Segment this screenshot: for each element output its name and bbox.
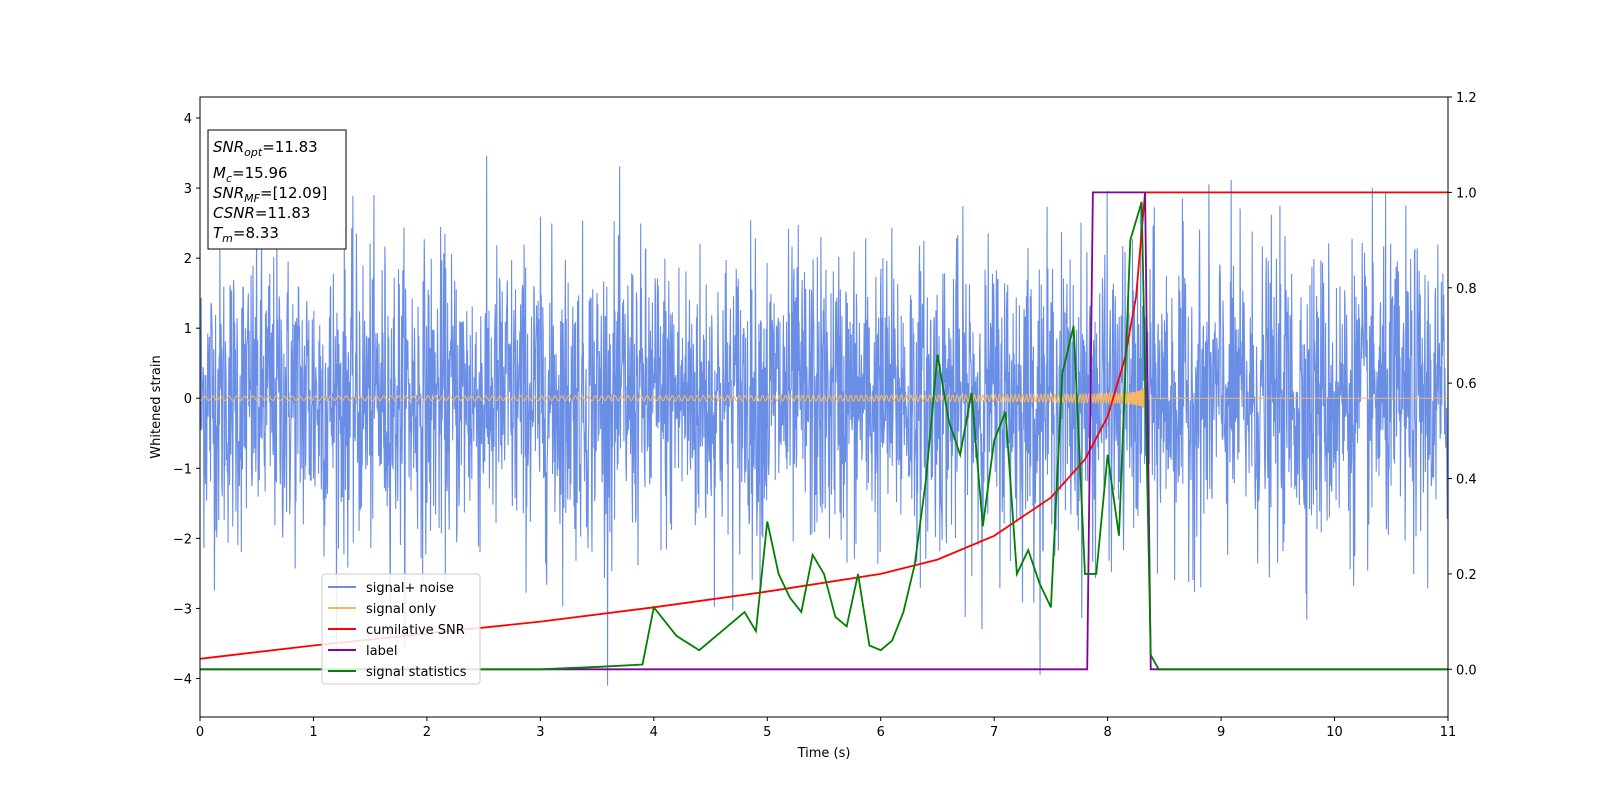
legend-label-csnr: cumilative SNR <box>366 623 465 638</box>
y-axis-left: 4 3 2 1 0 −1 −2 −3 −4 <box>173 112 200 687</box>
y-tick-label-left: 2 <box>184 252 192 267</box>
y-tick-label-left: −1 <box>173 462 192 477</box>
y-tick-label-left: 0 <box>184 392 192 407</box>
info-box: SNRopt=11.83 Mc=15.96 SNRMF=[12.09] CSNR… <box>208 130 346 249</box>
y-tick-label-left: 3 <box>184 182 192 197</box>
info-mc: Mc=15.96 <box>213 164 288 185</box>
x-tick-label: 3 <box>536 725 544 740</box>
info-mc-value: =15.96 <box>232 164 288 182</box>
legend: signal+ noise signal only cumilative SNR… <box>322 574 480 684</box>
x-tick-label: 10 <box>1326 725 1343 740</box>
info-tm-value: =8.33 <box>233 224 279 242</box>
x-tick-label: 2 <box>423 725 431 740</box>
legend-label-signal: signal only <box>366 602 436 617</box>
x-tick-label: 5 <box>763 725 771 740</box>
y-tick-label-right: 0.4 <box>1456 473 1477 488</box>
y-tick-label-right: 0.6 <box>1456 377 1477 392</box>
y-tick-label-left: −4 <box>173 672 192 687</box>
legend-label-noise: signal+ noise <box>366 581 454 596</box>
y-tick-label-left: −3 <box>173 602 192 617</box>
y-tick-label-right: 0.2 <box>1456 568 1477 583</box>
y-tick-label-left: 4 <box>184 112 192 127</box>
x-axis: 0 1 2 3 4 5 6 7 8 9 10 11 <box>196 717 1456 740</box>
info-snr-mf-value: =[12.09] <box>260 184 327 202</box>
info-snr-mf: SNRMF=[12.09] <box>213 184 327 205</box>
y-axis-label: Whitened strain <box>149 355 164 458</box>
info-csnr: CSNR=11.83 <box>213 204 310 222</box>
x-tick-label: 4 <box>650 725 658 740</box>
x-tick-label: 11 <box>1440 725 1457 740</box>
x-tick-label: 1 <box>309 725 317 740</box>
y-tick-label-right: 0.8 <box>1456 282 1477 297</box>
y-tick-label-right: 0.0 <box>1456 663 1477 678</box>
x-tick-label: 6 <box>877 725 885 740</box>
y-tick-label-left: −2 <box>173 532 192 547</box>
legend-label-label: label <box>366 644 397 659</box>
info-snr-opt-value: =11.83 <box>262 138 318 156</box>
x-axis-label: Time (s) <box>797 746 851 761</box>
y-tick-label-right: 1.0 <box>1456 186 1477 201</box>
y-tick-label-right: 1.2 <box>1456 91 1477 106</box>
y-axis-right: 1.2 1.0 0.8 0.6 0.4 0.2 0.0 <box>1448 91 1477 678</box>
info-csnr-value: =11.83 <box>255 204 311 222</box>
x-tick-label: 7 <box>990 725 998 740</box>
info-snr-opt: SNRopt=11.83 <box>213 138 318 159</box>
legend-label-stat: signal statistics <box>366 665 467 680</box>
x-tick-label: 8 <box>1103 725 1111 740</box>
x-tick-label: 9 <box>1217 725 1225 740</box>
x-tick-label: 0 <box>196 725 204 740</box>
y-tick-label-left: 1 <box>184 322 192 337</box>
